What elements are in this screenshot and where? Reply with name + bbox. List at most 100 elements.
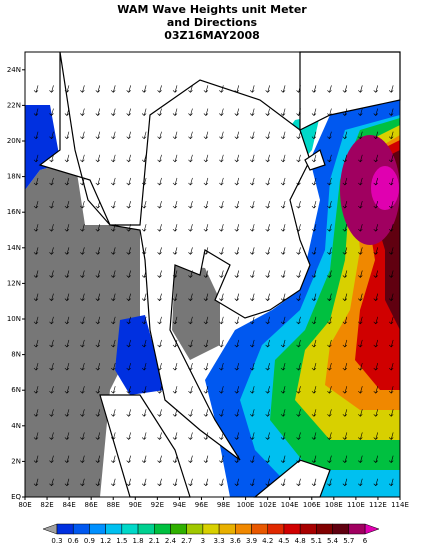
wave-arrow bbox=[388, 200, 394, 209]
wave-arrow bbox=[219, 339, 224, 348]
wave-arrow bbox=[157, 386, 162, 394]
wave-arrow bbox=[234, 386, 240, 394]
wave-arrow bbox=[80, 386, 85, 394]
wave-arrow bbox=[296, 316, 301, 325]
wave-arrow bbox=[64, 293, 70, 302]
wave-arrow bbox=[49, 200, 54, 209]
wave-arrow bbox=[126, 478, 131, 487]
wave-arrow bbox=[280, 339, 286, 348]
wave-arrow bbox=[373, 316, 379, 325]
wave-arrow bbox=[388, 362, 394, 371]
wave-arrow bbox=[249, 247, 255, 255]
sea-field bbox=[340, 135, 400, 245]
wave-arrow bbox=[342, 409, 348, 417]
wave-arrow bbox=[64, 432, 70, 440]
wave-arrow bbox=[111, 177, 116, 186]
wave-arrow bbox=[342, 478, 348, 487]
wave-arrow bbox=[219, 432, 224, 440]
wave-arrow bbox=[280, 293, 286, 302]
wave-arrow bbox=[95, 131, 101, 140]
wave-arrow bbox=[80, 224, 85, 232]
wave-arrow bbox=[157, 478, 162, 487]
wave-arrow bbox=[111, 386, 116, 394]
wave-arrow bbox=[111, 362, 116, 371]
wave-arrow bbox=[126, 108, 131, 116]
colorbar-label: 0.3 bbox=[51, 537, 62, 545]
x-tick-label: 80E bbox=[18, 501, 31, 509]
wave-arrow bbox=[388, 293, 394, 302]
wave-arrow bbox=[342, 131, 348, 140]
wave-arrow bbox=[33, 293, 39, 302]
wave-arrow bbox=[342, 224, 348, 232]
colorbar-label: 5.1 bbox=[311, 537, 322, 545]
colorbar-label: 5.7 bbox=[343, 537, 354, 545]
wave-arrow bbox=[172, 131, 178, 140]
wave-arrow bbox=[280, 224, 286, 232]
wave-arrow bbox=[80, 293, 85, 302]
wave-arrow bbox=[64, 409, 70, 417]
wave-arrow bbox=[327, 270, 332, 278]
wave-arrow bbox=[358, 432, 363, 440]
wave-arrow bbox=[49, 362, 54, 371]
wave-arrow bbox=[327, 108, 332, 116]
wave-arrow bbox=[342, 108, 348, 116]
wave-arrow bbox=[95, 432, 101, 440]
wave-arrow bbox=[311, 177, 317, 186]
wave-arrow bbox=[388, 386, 394, 394]
wave-arrow bbox=[64, 316, 70, 325]
wave-arrow bbox=[64, 154, 70, 163]
x-tick-label: 92E bbox=[151, 501, 164, 509]
x-tick-label: 104E bbox=[281, 501, 299, 509]
wave-arrow bbox=[188, 224, 193, 232]
colorbar-box bbox=[121, 523, 139, 535]
wave-arrow bbox=[249, 455, 255, 464]
wave-arrow bbox=[373, 293, 379, 302]
wave-arrow bbox=[95, 200, 101, 209]
wave-arrow bbox=[157, 339, 162, 348]
wave-arrow bbox=[111, 478, 116, 487]
wave-arrow bbox=[327, 131, 332, 140]
wave-arrow bbox=[234, 316, 240, 325]
wave-arrow bbox=[172, 293, 178, 302]
wave-arrow bbox=[373, 131, 379, 140]
wave-arrow bbox=[111, 247, 116, 255]
wave-arrow bbox=[388, 85, 394, 93]
wave-arrow bbox=[126, 85, 131, 93]
wave-arrow bbox=[249, 200, 255, 209]
wave-arrow bbox=[327, 455, 332, 464]
wave-arrow bbox=[49, 224, 54, 232]
wave-arrow bbox=[64, 224, 70, 232]
wave-arrow bbox=[249, 270, 255, 278]
wave-arrow bbox=[80, 85, 85, 93]
wave-arrow bbox=[188, 270, 193, 278]
x-tick-label: 90E bbox=[129, 501, 142, 509]
wave-arrow bbox=[95, 386, 101, 394]
wave-arrow bbox=[64, 200, 70, 209]
x-tick-label: 110E bbox=[347, 501, 365, 509]
x-tick-label: 94E bbox=[173, 501, 186, 509]
x-tick-label: 100E bbox=[237, 501, 255, 509]
wave-arrow bbox=[219, 409, 224, 417]
wave-arrow bbox=[358, 270, 363, 278]
wave-arrow bbox=[80, 478, 85, 487]
wave-arrow bbox=[358, 316, 363, 325]
wave-arrow bbox=[172, 362, 178, 371]
colorbar-label: 1.5 bbox=[116, 537, 127, 545]
wave-arrow bbox=[311, 293, 317, 302]
wave-arrow bbox=[157, 200, 162, 209]
wave-arrow bbox=[141, 386, 147, 394]
wave-arrow bbox=[188, 409, 193, 417]
wave-arrow bbox=[388, 409, 394, 417]
wave-arrow bbox=[234, 131, 240, 140]
wave-arrow bbox=[188, 478, 193, 487]
wave-arrow bbox=[249, 293, 255, 302]
wave-arrow bbox=[80, 316, 85, 325]
colorbar-box bbox=[56, 523, 74, 535]
wave-arrow bbox=[80, 200, 85, 209]
wave-arrow bbox=[265, 131, 270, 140]
wave-arrow bbox=[95, 362, 101, 371]
wave-arrow bbox=[172, 478, 178, 487]
x-tick-label: 108E bbox=[325, 501, 343, 509]
wave-arrow bbox=[126, 247, 131, 255]
wave-arrow bbox=[280, 478, 286, 487]
